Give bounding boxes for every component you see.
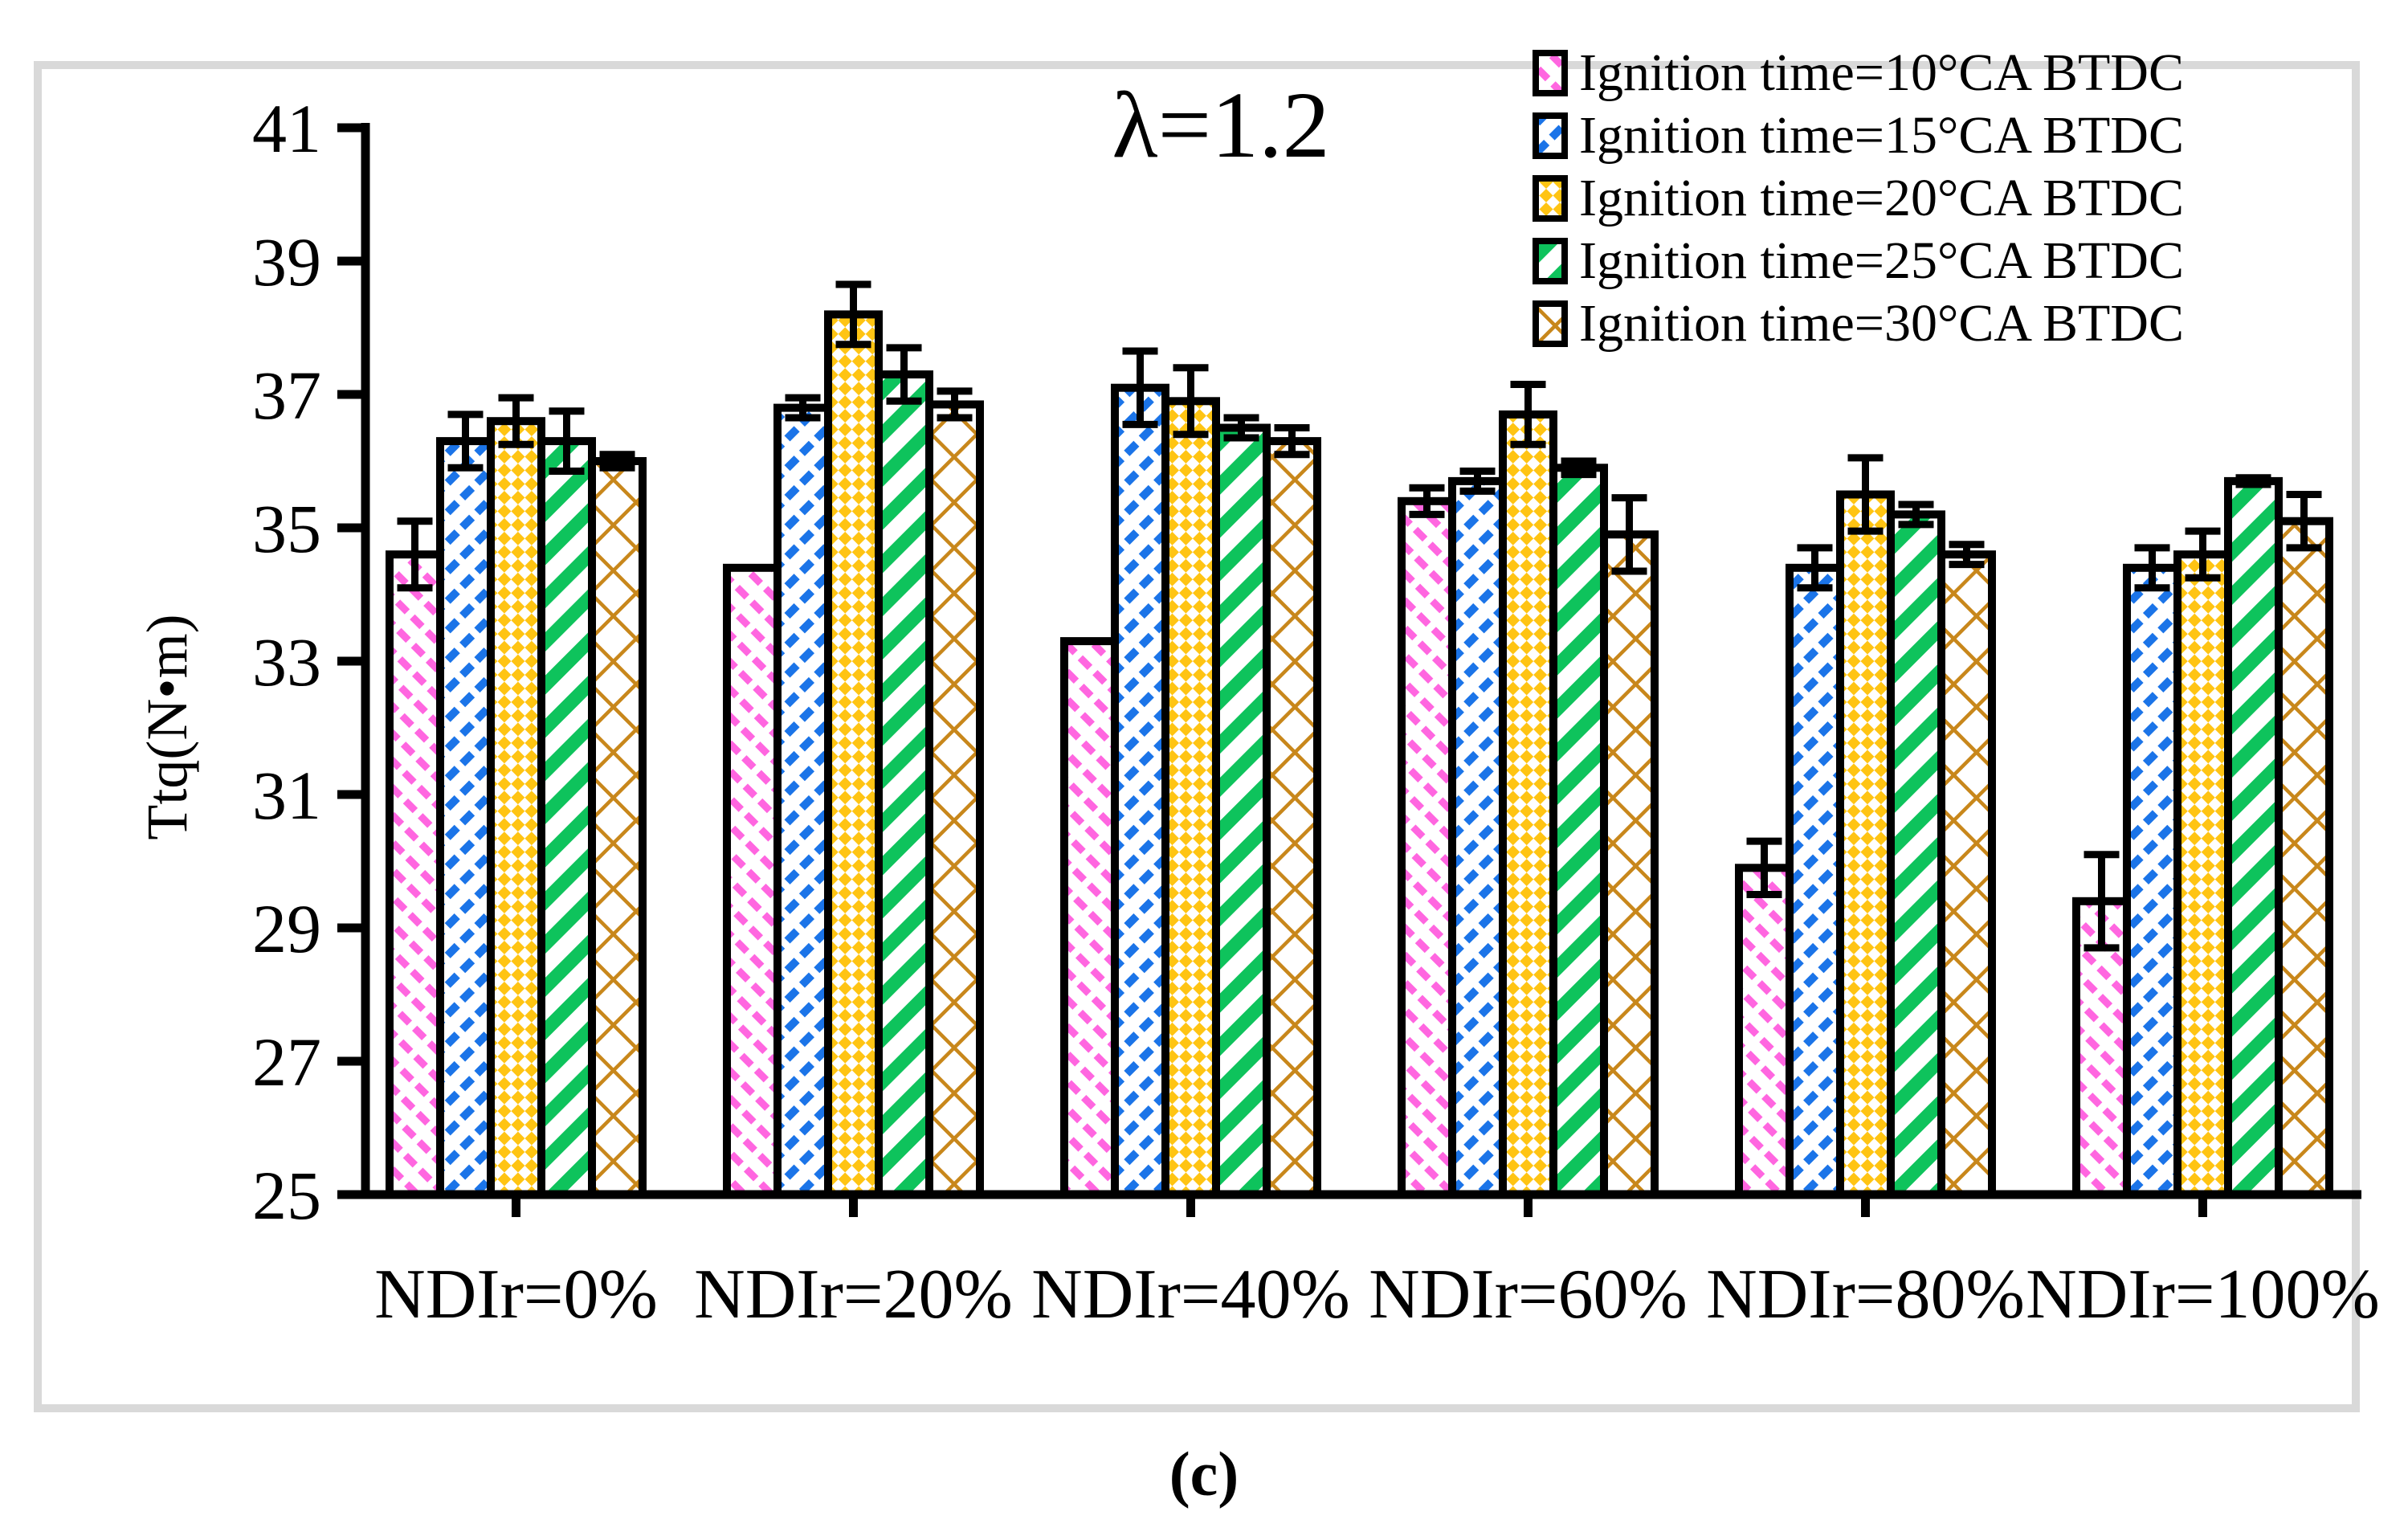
error-bar: [2235, 474, 2271, 488]
bar-series5-NDIr=20%: [925, 400, 984, 1199]
bar-series1-NDIr=0%: [386, 550, 444, 1199]
bar-series2-NDIr=20%: [773, 403, 832, 1199]
legend-label: Ignition time=25°CA BTDC: [1579, 231, 2184, 290]
error-bar: [1274, 424, 1310, 459]
error-bar: [1510, 381, 1546, 448]
bar-series5-NDIr=0%: [588, 457, 647, 1199]
x-tick-label: NDIr=0%: [374, 1256, 658, 1334]
y-tick-label: 37: [252, 357, 321, 434]
bar-series1-NDIr=40%: [1060, 637, 1119, 1199]
bar-series1-NDIr=60%: [1398, 496, 1456, 1199]
legend-swatch-icon: [1533, 238, 1568, 284]
error-bar: [1561, 457, 1597, 479]
legend-item: Ignition time=20°CA BTDC: [1533, 167, 2368, 230]
bar-series4-NDIr=40%: [1212, 423, 1271, 1199]
x-tick-label: NDIr=40%: [1031, 1256, 1350, 1334]
legend: Ignition time=10°CA BTDC Ignition time=15…: [1533, 42, 2368, 355]
y-tick-label: 33: [252, 623, 321, 701]
legend-label: Ignition time=10°CA BTDC: [1579, 43, 2184, 102]
error-bar: [1949, 541, 1985, 569]
error-bar: [886, 344, 922, 405]
error-bar: [1223, 414, 1259, 442]
legend-swatch-icon: [1533, 112, 1568, 159]
error-bar: [1847, 454, 1884, 535]
error-bar: [1459, 467, 1496, 495]
y-tick-label: 29: [252, 890, 321, 967]
x-tick-label: NDIr=80%: [1706, 1256, 2025, 1334]
bar-series2-NDIr=0%: [436, 437, 495, 1199]
bar-series1-NDIr=20%: [723, 563, 782, 1199]
error-bar: [1173, 364, 1209, 439]
bar-series2-NDIr=60%: [1448, 476, 1507, 1199]
chart-title: λ=1.2: [1112, 72, 1330, 178]
bar-series3-NDIr=80%: [1836, 490, 1895, 1199]
bar-series3-NDIr=20%: [824, 310, 883, 1199]
y-tick-label: 39: [252, 223, 321, 300]
error-bar: [1746, 837, 1782, 898]
y-tick-label: 25: [252, 1157, 321, 1234]
y-axis-label: Ttq(N•m): [135, 614, 199, 840]
legend-swatch-icon: [1533, 300, 1568, 347]
bar-series5-NDIr=100%: [2275, 517, 2333, 1199]
legend-item: Ignition time=10°CA BTDC: [1533, 42, 2368, 104]
error-bar: [835, 280, 871, 349]
error-bar: [2134, 544, 2170, 592]
bar-series2-NDIr=40%: [1111, 383, 1169, 1199]
bar-series3-NDIr=40%: [1161, 397, 1220, 1199]
figure-caption: (c): [1169, 1439, 1239, 1509]
legend-label: Ignition time=30°CA BTDC: [1579, 294, 2184, 353]
legend-label: Ignition time=20°CA BTDC: [1579, 169, 2184, 227]
legend-swatch-icon: [1533, 50, 1568, 96]
error-bar: [2185, 527, 2221, 582]
bar-series3-NDIr=100%: [2173, 550, 2232, 1199]
bar-series5-NDIr=60%: [1600, 530, 1659, 1199]
y-tick-label: 27: [252, 1023, 321, 1101]
legend-item: Ignition time=15°CA BTDC: [1533, 104, 2368, 167]
bar-series4-NDIr=60%: [1549, 464, 1608, 1199]
error-bar: [1898, 500, 1934, 529]
error-bar: [937, 387, 973, 422]
y-tick-label: 35: [252, 490, 321, 567]
error-bar: [1122, 347, 1158, 428]
error-bar: [397, 517, 433, 592]
bar-series3-NDIr=0%: [487, 417, 545, 1199]
bar-series5-NDIr=40%: [1263, 437, 1321, 1199]
legend-swatch-icon: [1533, 175, 1568, 222]
bar-series3-NDIr=60%: [1499, 410, 1557, 1199]
error-bar: [1409, 484, 1445, 518]
error-bars-layer: [397, 280, 2322, 952]
x-tick-label: NDIr=20%: [694, 1256, 1013, 1334]
x-tick-label: NDIr=100%: [2026, 1256, 2380, 1334]
error-bar: [498, 394, 534, 448]
bar-series1-NDIr=80%: [1735, 864, 1794, 1199]
bar-series4-NDIr=80%: [1887, 510, 1945, 1199]
bar-series4-NDIr=0%: [537, 437, 596, 1199]
bars-layer: [386, 310, 2333, 1199]
y-tick-label: 31: [252, 757, 321, 834]
bar-series4-NDIr=20%: [875, 370, 933, 1199]
error-bar: [599, 451, 635, 472]
y-tick-label: 41: [252, 90, 321, 167]
error-bar: [785, 394, 821, 422]
error-bar: [447, 411, 484, 472]
axes: [337, 123, 2361, 1217]
bar-series4-NDIr=100%: [2224, 476, 2283, 1199]
error-bar: [549, 407, 585, 475]
bar-series5-NDIr=80%: [1937, 550, 1996, 1199]
error-bar: [2286, 491, 2322, 552]
bar-series2-NDIr=100%: [2123, 563, 2181, 1199]
legend-label: Ignition time=15°CA BTDC: [1579, 106, 2184, 165]
error-bar: [1797, 544, 1833, 592]
bar-series2-NDIr=80%: [1786, 563, 1844, 1199]
error-bar: [2084, 851, 2120, 952]
legend-item: Ignition time=30°CA BTDC: [1533, 292, 2368, 355]
x-tick-label: NDIr=60%: [1369, 1256, 1688, 1334]
legend-item: Ignition time=25°CA BTDC: [1533, 230, 2368, 292]
error-bar: [1611, 494, 1647, 575]
